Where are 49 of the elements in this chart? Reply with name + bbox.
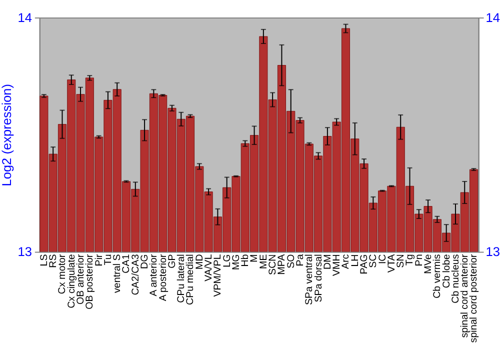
x-tick-label: Pa [294,254,306,266]
y2-tick-label: 14 [486,10,500,25]
x-tick-label: MVe [423,254,434,274]
x-tick-label: Pir [94,253,105,266]
x-tick-label: Cb vermis [432,254,444,298]
x-tick-label: ventral S [112,254,124,293]
x-tick-label: SPa ventral [304,254,316,306]
x-tick-label: PAG [358,254,370,274]
y-axis-title: Log2 (expression) [0,84,14,186]
y2-tick-label: 13 [486,244,500,260]
x-tick-label: VMH [332,254,343,276]
x-tick-label: SCN [268,254,279,275]
x-tick-label: Hb [240,254,252,267]
x-tick-label: VTA [386,254,398,273]
x-tick-label: OB anterior [75,253,86,304]
x-tick-label: Cb lobe [441,254,452,288]
x-tick-label: Pn [414,254,425,266]
x-tick-label: DM [322,254,334,270]
x-tick-label: GP [166,254,178,268]
x-tick-label: DG [139,254,150,269]
x-tick-label: CPu medial [185,254,196,306]
x-tick-label: SC [368,254,380,268]
x-tick-label: Cx cingulate [66,254,78,308]
x-tick-label: LH [350,254,361,267]
x-tick-label: SO [286,254,297,268]
x-tick-label: IC [377,254,388,264]
x-tick-label: A anterior [148,253,160,296]
x-tick-label: Arc [340,254,352,269]
x-tick-label: CA2/CA3 [130,254,142,296]
x-tick-label: RS [48,254,60,268]
x-tick-label: spinal cord anterior [460,253,471,338]
x-tick-label: SN [396,254,407,268]
x-tick-label: Cx motor [57,253,68,294]
x-tick-label: CA1 [121,254,132,274]
x-tick-label: Tu [102,254,114,266]
x-tick-label: OB posterior [84,253,96,310]
x-tick-label: MG [230,254,242,270]
x-tick-label: ME [258,254,270,269]
x-tick-label: MPA [276,254,288,275]
x-tick-label: spinal cord posterior [468,253,480,343]
x-tick-label: LG [222,254,233,268]
x-tick-label: A posterior [158,253,169,302]
x-tick-label: M [249,254,260,262]
x-tick-label: Tg [404,254,416,266]
x-tick-label: MD [194,254,206,270]
x-tick-label: LS [38,254,50,266]
x-tick-label: SPa dorsal [313,254,324,302]
x-tick-label: Cb nucleus [450,254,462,304]
x-tick-label: VPM/VPL [212,254,224,297]
